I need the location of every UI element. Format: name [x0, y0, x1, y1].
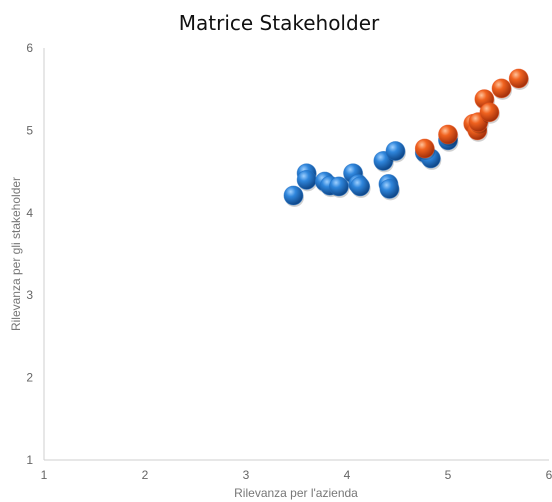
- y-tick-label: 2: [26, 371, 33, 385]
- data-point-orange: [414, 138, 436, 161]
- x-tick-label: 6: [546, 468, 552, 482]
- data-point-blue: [385, 141, 406, 163]
- y-tick-label: 1: [26, 453, 33, 467]
- y-tick-labels: 1 2 3 4 5 6: [26, 41, 33, 467]
- x-tick-label: 4: [344, 468, 351, 482]
- x-tick-label: 3: [243, 468, 250, 482]
- y-tick-label: 5: [26, 123, 33, 137]
- data-point-blue: [329, 176, 350, 198]
- data-point-orange: [438, 124, 459, 147]
- data-point-blue: [379, 179, 400, 201]
- y-axis-label: Rilevanza per gli stakeholder: [9, 177, 23, 331]
- data-points: [283, 68, 530, 207]
- data-point-blue: [296, 169, 318, 192]
- data-point-orange: [508, 68, 530, 90]
- data-point-orange: [491, 78, 513, 100]
- y-tick-label: 4: [26, 206, 33, 220]
- data-point-orange: [479, 102, 500, 124]
- y-tick-label: 3: [26, 288, 33, 302]
- x-tick-label: 1: [41, 468, 48, 482]
- x-axis-label: Rilevanza per l'azienda: [234, 486, 358, 500]
- y-tick-label: 6: [26, 41, 33, 55]
- data-point-blue: [350, 176, 371, 198]
- data-point-blue: [283, 185, 304, 207]
- x-tick-label: 2: [142, 468, 149, 482]
- x-tick-label: 5: [445, 468, 452, 482]
- chart-title: Matrice Stakeholder: [179, 11, 380, 35]
- x-tick-labels: 1 2 3 4 5 6: [41, 468, 552, 482]
